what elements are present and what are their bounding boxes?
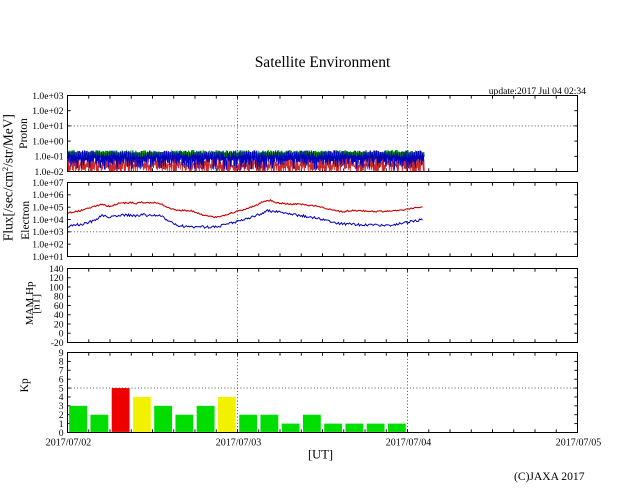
svg-text:Kp: Kp	[19, 378, 31, 392]
svg-text:1.0e+04: 1.0e+04	[32, 215, 63, 226]
svg-text:20: 20	[54, 319, 64, 330]
svg-text:(C)JAXA 2017: (C)JAXA 2017	[514, 470, 585, 483]
svg-text:Electron: Electron	[20, 201, 32, 240]
svg-text:1.0e+07: 1.0e+07	[32, 178, 63, 189]
svg-text:1: 1	[59, 419, 64, 430]
svg-text:2017/07/04: 2017/07/04	[386, 437, 432, 448]
svg-text:1.0e+00: 1.0e+00	[32, 136, 63, 147]
svg-text:-20: -20	[51, 338, 64, 349]
svg-text:2017/07/02: 2017/07/02	[46, 437, 92, 448]
svg-text:0: 0	[59, 428, 64, 439]
svg-text:2017/07/03: 2017/07/03	[216, 437, 262, 448]
svg-text:5: 5	[59, 383, 64, 394]
svg-text:4: 4	[59, 392, 64, 403]
svg-text:Proton: Proton	[18, 118, 30, 149]
svg-text:60: 60	[54, 301, 64, 312]
svg-text:2: 2	[59, 410, 64, 421]
svg-text:1.0e+02: 1.0e+02	[32, 106, 63, 117]
svg-text:Satellite Environment: Satellite Environment	[255, 54, 391, 71]
svg-text:[nT]: [nT]	[31, 294, 43, 314]
svg-text:1.0e+02: 1.0e+02	[32, 240, 63, 251]
svg-text:1.0e+06: 1.0e+06	[32, 190, 63, 201]
svg-text:1.0e-02: 1.0e-02	[34, 167, 63, 178]
svg-text:80: 80	[54, 292, 64, 303]
svg-text:6: 6	[59, 375, 64, 386]
svg-text:update:2017 Jul 04 02:34: update:2017 Jul 04 02:34	[489, 86, 586, 97]
svg-text:1.0e-01: 1.0e-01	[34, 152, 63, 163]
svg-text:0: 0	[59, 329, 64, 340]
svg-text:[UT]: [UT]	[308, 448, 333, 462]
svg-text:Flux[/sec/cm2/str/MeV]: Flux[/sec/cm2/str/MeV]	[0, 114, 16, 241]
svg-text:3: 3	[59, 401, 64, 412]
svg-text:1.0e+03: 1.0e+03	[32, 227, 63, 238]
svg-text:120: 120	[49, 273, 64, 284]
svg-text:140: 140	[49, 264, 64, 275]
svg-text:1.0e+03: 1.0e+03	[32, 91, 63, 102]
svg-text:1.0e+01: 1.0e+01	[32, 252, 63, 263]
svg-text:7: 7	[59, 366, 64, 377]
svg-text:1.0e+05: 1.0e+05	[32, 203, 63, 214]
svg-text:40: 40	[54, 310, 64, 321]
svg-text:100: 100	[49, 282, 64, 293]
svg-text:1.0e+01: 1.0e+01	[32, 121, 63, 132]
svg-text:MAM Hp: MAM Hp	[24, 281, 36, 325]
svg-text:2017/07/05: 2017/07/05	[556, 437, 602, 448]
svg-text:8: 8	[59, 357, 64, 368]
svg-text:9: 9	[59, 348, 64, 359]
